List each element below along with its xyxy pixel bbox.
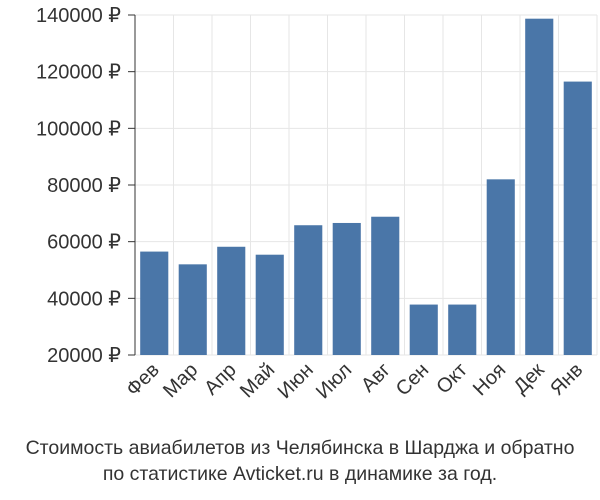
bar-2 (178, 264, 207, 355)
y-tick-label: 20000 ₽ (47, 345, 121, 367)
x-tick-label: Янв (546, 359, 587, 400)
bar-8 (409, 304, 438, 355)
bars (140, 18, 592, 356)
y-tick-label: 120000 ₽ (36, 62, 121, 84)
bar-11 (525, 18, 554, 356)
y-tick-label: 100000 ₽ (36, 118, 121, 140)
x-tick-label: Дек (510, 359, 549, 398)
bar-7 (371, 216, 400, 355)
x-tick-label: Сен (392, 359, 433, 400)
y-tick-label: 80000 ₽ (47, 175, 121, 197)
chart-caption-line-2: по статистике Avticket.ru в динамике за … (102, 463, 498, 485)
bar-3 (217, 246, 246, 355)
y-tick-label: 60000 ₽ (47, 232, 121, 254)
x-tick-label: Апр (200, 359, 241, 400)
x-tick-label: Авг (357, 359, 395, 397)
bar-6 (332, 222, 361, 355)
x-tick-label: Май (236, 359, 279, 402)
x-tick-label: Июл (312, 359, 356, 403)
x-tick-label: Ноя (469, 359, 510, 400)
y-tick-label: 140000 ₽ (36, 5, 121, 27)
x-tick-label: Мар (159, 359, 202, 402)
y-axis (128, 14, 136, 356)
bar-5 (294, 225, 323, 355)
grid-lines (135, 14, 598, 356)
x-tick-label: Окт (432, 359, 471, 398)
bar-10 (486, 179, 515, 355)
y-tick-label: 40000 ₽ (47, 288, 121, 310)
y-tick-labels: 20000 ₽ 40000 ₽ 60000 ₽ 80000 ₽ 100000 ₽ 1200… (36, 5, 121, 367)
chart-caption-line-1: Стоимость авиабилетов из Челябинска в Ша… (25, 437, 575, 459)
x-tick-label: Фев (122, 359, 164, 401)
bar-4 (255, 254, 284, 355)
x-tick-label: Июн (274, 359, 318, 403)
bar-1 (140, 251, 169, 355)
bar-9 (448, 304, 477, 355)
bar-12 (563, 81, 592, 355)
